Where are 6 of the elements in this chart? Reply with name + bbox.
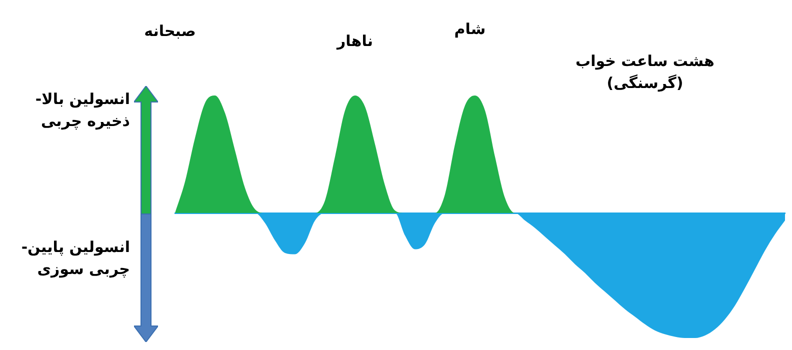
text: شام bbox=[454, 19, 486, 40]
text: صبحانه bbox=[144, 21, 196, 42]
text: ناهار bbox=[337, 31, 373, 52]
text: انسولین پایین- چربی سوزی bbox=[21, 237, 130, 280]
text: هشت ساعت خواب (گرسنگی) bbox=[576, 51, 714, 94]
text: انسولین بالا- ذخیره چربی bbox=[35, 89, 130, 132]
